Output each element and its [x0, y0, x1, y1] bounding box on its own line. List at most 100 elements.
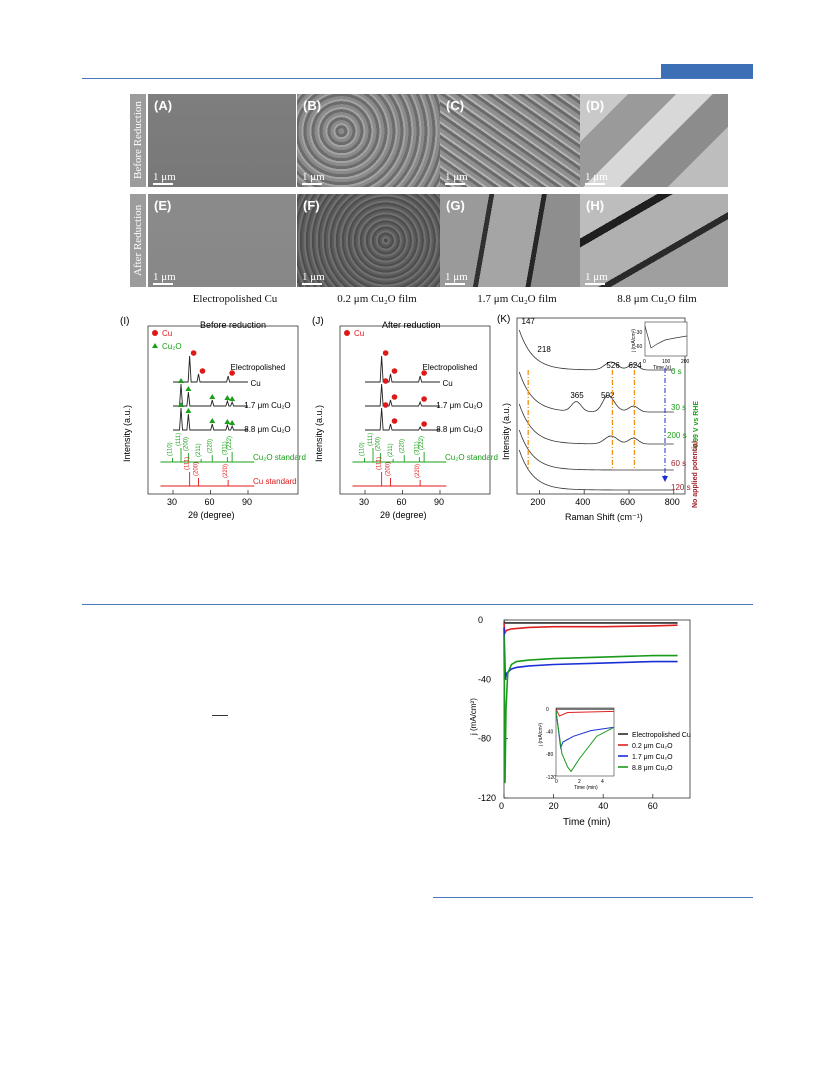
sem-panel-label: (E) — [154, 198, 172, 213]
peak-label: 624 — [628, 361, 642, 370]
legend-label-cu2o: Cu₂O — [162, 342, 182, 351]
trace-label: 8.8 μm Cu₂O — [436, 425, 482, 434]
trace-label: Electropolished — [423, 363, 478, 372]
peak-label: 218 — [537, 345, 551, 354]
trace-label: Cu — [251, 379, 261, 388]
y-tick-label: -120 — [478, 793, 496, 803]
column-caption-electropolished: Electropolished Cu — [192, 293, 278, 305]
legend-label: 0.2 μm Cu₂O — [632, 743, 673, 750]
raman-trace — [518, 329, 674, 371]
x-tick-label: 90 — [242, 497, 252, 507]
hkl-label: (111) — [185, 457, 191, 470]
inset-frame — [555, 707, 615, 777]
sem-image-5: (F) 1 μm — [297, 194, 445, 287]
sem-panel-label: (A) — [154, 98, 173, 113]
inset-x-tick: 0 — [643, 359, 646, 365]
time-arrow-head — [662, 476, 668, 482]
y-axis-label: j (mA/cm²) — [469, 698, 478, 736]
raman-trace — [518, 449, 674, 491]
y-tick-label: -40 — [478, 674, 491, 684]
series-line — [503, 621, 678, 624]
x-axis-label: Time (min) — [563, 817, 610, 828]
column-caption-88um: 8.8 μm Cu₂O film — [617, 293, 697, 305]
chart-title: After reduction — [382, 320, 441, 330]
scale-bar-line — [445, 283, 465, 285]
cu-peak-marker — [382, 378, 389, 384]
inset-series-line — [555, 708, 615, 717]
sem-image-3: (D) 1 μm — [580, 94, 728, 187]
raman-trace — [518, 429, 674, 471]
hkl-label: (200) — [375, 437, 381, 451]
text-mark — [212, 715, 228, 716]
inset-x-label: Time (s) — [653, 365, 671, 371]
hkl-label: (211) — [388, 443, 394, 457]
cu-peak-marker — [391, 394, 398, 400]
legend-marker-cu — [152, 330, 158, 336]
cu2o-peak-marker — [209, 418, 216, 423]
hkl-label: (200) — [194, 462, 200, 476]
cu2o-peak-marker — [229, 396, 236, 401]
sem-panel-label: (G) — [446, 198, 465, 213]
xrd-trace — [173, 355, 248, 383]
scale-bar-line — [302, 283, 322, 285]
legend-label-cu: Cu — [162, 329, 172, 338]
cu2o-peak-marker — [178, 378, 184, 383]
sem-image-0: (A) 1 μm — [148, 94, 296, 187]
footer-rule — [433, 897, 753, 898]
series-line — [503, 627, 678, 680]
column-caption-02um: 0.2 μm Cu₂O film — [337, 293, 417, 305]
time-label: 30 s — [671, 403, 686, 412]
hkl-label: (311) — [414, 441, 420, 455]
sem-image-2: (C) 1 μm — [440, 94, 588, 187]
x-tick-label: 200 — [530, 497, 545, 507]
x-tick-label: 600 — [620, 497, 635, 507]
xrd-trace — [365, 355, 440, 383]
inset-y-tick: 0 — [546, 707, 549, 713]
inset-x-tick: 2 — [578, 779, 581, 785]
cu-peak-marker — [421, 396, 427, 402]
cu2o-peak-marker — [229, 420, 236, 425]
raman-trace — [518, 371, 674, 413]
hkl-label: (222) — [419, 436, 425, 450]
sem-panel-label: (F) — [303, 198, 320, 213]
legend-label: Electropolished Cu — [632, 732, 691, 739]
panel-label: (K) — [497, 314, 510, 325]
y-axis-label: Intensity (a.u.) — [314, 405, 324, 462]
sem-image-4: (E) 1 μm — [148, 194, 296, 287]
scale-bar-line — [445, 183, 465, 185]
cu-peak-marker — [421, 421, 427, 427]
x-tick-label: 90 — [434, 497, 444, 507]
x-tick-label: 20 — [549, 801, 559, 811]
y-tick-label: -80 — [478, 734, 491, 744]
legend-label-cu: Cu — [354, 329, 364, 338]
hkl-label: (111) — [176, 433, 182, 446]
time-label: 120 s — [671, 483, 691, 492]
cu-peak-marker — [391, 418, 398, 424]
y-axis-label: Intensity (a.u.) — [122, 405, 132, 462]
x-tick-label: 60 — [648, 801, 658, 811]
inset-x-tick: 100 — [662, 359, 671, 365]
inset-y-tick: -30 — [635, 330, 642, 336]
inset-y-label: j (mA/cm²) — [538, 723, 544, 747]
y-axis-label: Intensity (a.u.) — [501, 403, 511, 460]
peak-label: 365 — [570, 391, 584, 400]
sem-panel-label: (D) — [586, 98, 605, 113]
x-tick-label: 400 — [575, 497, 590, 507]
cu-peak-marker — [199, 368, 206, 374]
x-axis-label: 2θ (degree) — [380, 510, 427, 520]
x-tick-label: 40 — [598, 801, 608, 811]
xrd-trace — [365, 407, 440, 431]
cu2o-peak-marker — [178, 402, 184, 407]
inset-y-tick: -120 — [546, 775, 556, 781]
cu-peak-marker — [391, 368, 398, 374]
legend-label: 1.7 μm Cu₂O — [632, 754, 673, 761]
panel-label: (J) — [312, 316, 324, 327]
inset-series-line — [555, 710, 615, 773]
hkl-label: (220) — [223, 464, 229, 478]
header-rule — [82, 78, 753, 79]
scale-bar: 1 μm — [585, 171, 608, 185]
x-tick-label: 60 — [205, 497, 215, 507]
hkl-label: (111) — [368, 433, 374, 446]
cu2o-peak-marker — [185, 408, 192, 413]
scale-bar-line — [585, 183, 605, 185]
